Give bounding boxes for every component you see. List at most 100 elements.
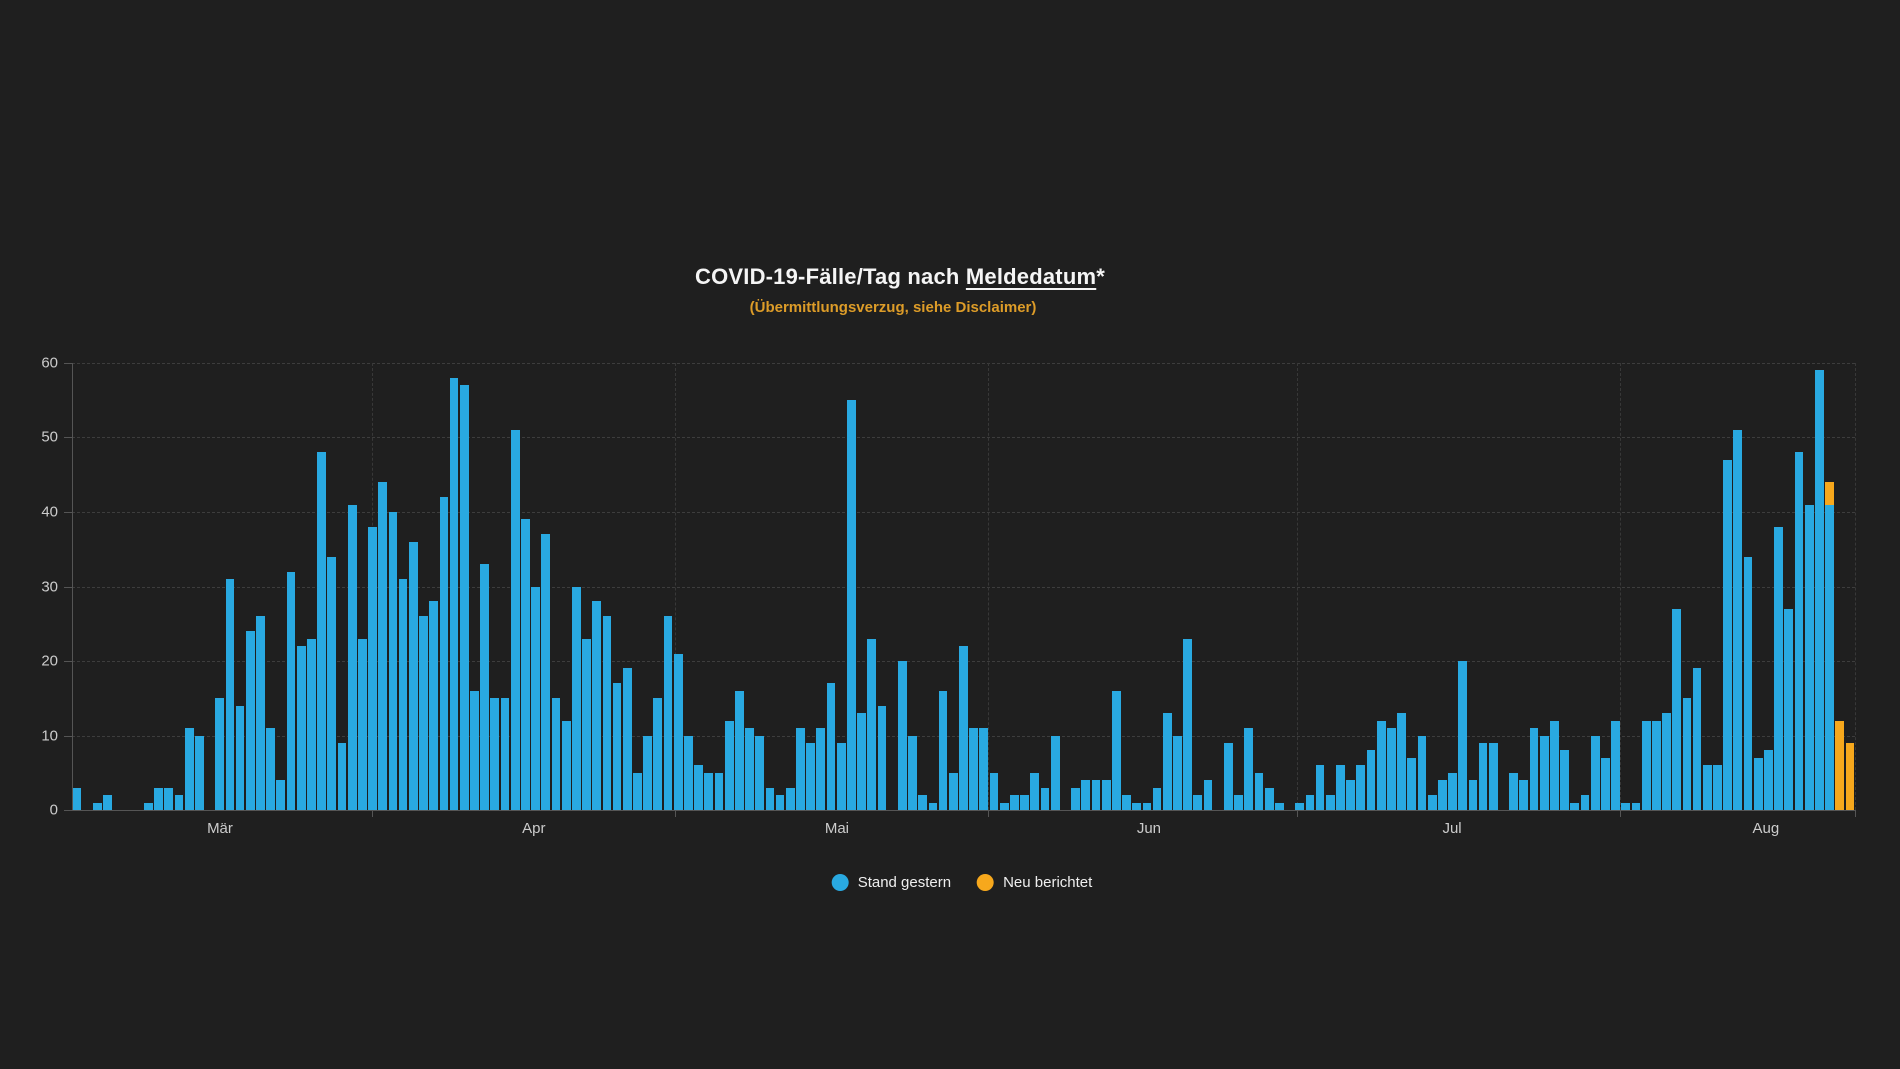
bar-stand-gestern[interactable] xyxy=(1224,742,1233,810)
bar-stand-gestern[interactable] xyxy=(93,802,102,810)
bar-stand-gestern[interactable] xyxy=(928,802,938,810)
bar-stand-gestern[interactable] xyxy=(337,742,347,810)
bar-stand-gestern[interactable] xyxy=(1662,713,1671,810)
bar-stand-gestern[interactable] xyxy=(245,631,255,810)
bar-stand-gestern[interactable] xyxy=(633,772,642,810)
bar-stand-gestern[interactable] xyxy=(378,482,388,810)
bar-stand-gestern[interactable] xyxy=(1244,728,1254,810)
bar-stand-gestern[interactable] xyxy=(582,638,591,810)
bar-stand-gestern[interactable] xyxy=(72,787,82,810)
bar-stand-gestern[interactable] xyxy=(1040,787,1050,810)
bar-stand-gestern[interactable] xyxy=(490,698,500,810)
bar-stand-gestern[interactable] xyxy=(959,646,968,810)
bar-stand-gestern[interactable] xyxy=(684,735,693,810)
bar-stand-gestern[interactable] xyxy=(612,683,622,810)
bar-stand-gestern[interactable] xyxy=(1437,780,1447,810)
bar-stand-gestern[interactable] xyxy=(296,646,306,810)
bar-stand-gestern[interactable] xyxy=(857,713,866,810)
bar-stand-gestern[interactable] xyxy=(663,616,673,810)
bar-neu-berichtet[interactable] xyxy=(1835,720,1845,810)
bar-stand-gestern[interactable] xyxy=(1132,802,1142,810)
bar-stand-gestern[interactable] xyxy=(653,698,663,810)
bar-stand-gestern[interactable] xyxy=(1672,608,1682,810)
bar-stand-gestern[interactable] xyxy=(796,728,805,810)
bar-stand-gestern[interactable] xyxy=(561,720,571,810)
bar-stand-gestern[interactable] xyxy=(1488,742,1498,810)
bar-stand-gestern[interactable] xyxy=(1417,735,1427,810)
bar-stand-gestern[interactable] xyxy=(419,616,428,810)
bar-stand-gestern[interactable] xyxy=(1682,698,1692,810)
bar-stand-gestern[interactable] xyxy=(734,690,744,810)
bar-stand-gestern[interactable] xyxy=(1794,452,1804,810)
bar-stand-gestern[interactable] xyxy=(1050,735,1060,810)
bar-stand-gestern[interactable] xyxy=(408,541,418,810)
bar-stand-gestern[interactable] xyxy=(765,787,775,810)
bar-stand-gestern[interactable] xyxy=(775,795,785,810)
bar-stand-gestern[interactable] xyxy=(480,564,489,810)
bar-stand-gestern[interactable] xyxy=(1560,750,1569,810)
bar-stand-gestern[interactable] xyxy=(429,601,439,810)
bar-stand-gestern[interactable] xyxy=(266,728,276,810)
bar-stand-gestern[interactable] xyxy=(1478,742,1488,810)
bar-stand-gestern[interactable] xyxy=(327,556,337,810)
bar-stand-gestern[interactable] xyxy=(1030,772,1040,810)
bar-stand-gestern[interactable] xyxy=(785,787,795,810)
bar-stand-gestern[interactable] xyxy=(1315,765,1325,810)
bar-stand-gestern[interactable] xyxy=(1366,750,1376,810)
bar-stand-gestern[interactable] xyxy=(1539,735,1549,810)
bar-stand-gestern[interactable] xyxy=(276,780,286,810)
bar-stand-gestern[interactable] xyxy=(938,690,948,810)
bar-stand-gestern[interactable] xyxy=(1142,802,1152,810)
bar-stand-gestern[interactable] xyxy=(816,728,826,810)
bar-stand-gestern[interactable] xyxy=(317,452,326,810)
bar-stand-gestern[interactable] xyxy=(1692,668,1702,810)
bar-stand-gestern[interactable] xyxy=(673,653,683,810)
bar-stand-gestern[interactable] xyxy=(521,519,530,810)
bar-stand-gestern[interactable] xyxy=(531,586,540,810)
bar-stand-gestern[interactable] xyxy=(1387,728,1396,810)
bar-stand-gestern[interactable] xyxy=(1091,780,1101,810)
bar-stand-gestern[interactable] xyxy=(1274,802,1284,810)
bar-stand-gestern[interactable] xyxy=(1814,370,1824,810)
bar-stand-gestern[interactable] xyxy=(1336,765,1345,810)
bar-stand-gestern[interactable] xyxy=(1111,690,1121,810)
bar-stand-gestern[interactable] xyxy=(836,742,846,810)
bar-stand-gestern[interactable] xyxy=(694,765,703,810)
bar-stand-gestern[interactable] xyxy=(1825,504,1834,810)
bar-stand-gestern[interactable] xyxy=(1529,728,1539,810)
bar-stand-gestern[interactable] xyxy=(602,616,612,810)
bar-stand-gestern[interactable] xyxy=(1193,795,1203,810)
bar-stand-gestern[interactable] xyxy=(592,601,602,810)
bar-stand-gestern[interactable] xyxy=(1264,787,1274,810)
bar-stand-gestern[interactable] xyxy=(256,616,265,810)
bar-stand-gestern[interactable] xyxy=(1600,757,1610,810)
bar-stand-gestern[interactable] xyxy=(1325,795,1335,810)
bar-stand-gestern[interactable] xyxy=(1733,430,1743,810)
bar-stand-gestern[interactable] xyxy=(1764,750,1773,810)
bar-stand-gestern[interactable] xyxy=(1305,795,1315,810)
bar-stand-gestern[interactable] xyxy=(1203,780,1213,810)
bar-stand-gestern[interactable] xyxy=(1774,526,1783,810)
bar-stand-gestern[interactable] xyxy=(357,638,367,810)
bar-stand-gestern[interactable] xyxy=(1295,802,1305,810)
bar-stand-gestern[interactable] xyxy=(745,728,754,810)
bar-stand-gestern[interactable] xyxy=(989,772,999,810)
bar-stand-gestern[interactable] xyxy=(307,638,316,810)
bar-stand-gestern[interactable] xyxy=(1020,795,1029,810)
bar-stand-gestern[interactable] xyxy=(1468,780,1478,810)
bar-stand-gestern[interactable] xyxy=(1743,556,1753,810)
bar-stand-gestern[interactable] xyxy=(1122,795,1131,810)
bar-neu-berichtet[interactable] xyxy=(1845,742,1855,810)
bar-stand-gestern[interactable] xyxy=(1254,772,1264,810)
bar-stand-gestern[interactable] xyxy=(1519,780,1529,810)
bar-stand-gestern[interactable] xyxy=(826,683,836,810)
bar-stand-gestern[interactable] xyxy=(388,512,398,810)
legend-item-stand-gestern[interactable]: Stand gestern xyxy=(831,874,951,891)
bar-stand-gestern[interactable] xyxy=(755,735,765,810)
bar-stand-gestern[interactable] xyxy=(286,571,296,810)
bar-stand-gestern[interactable] xyxy=(847,400,856,810)
bar-stand-gestern[interactable] xyxy=(867,638,877,810)
bar-stand-gestern[interactable] xyxy=(184,728,194,810)
bar-stand-gestern[interactable] xyxy=(948,772,958,810)
bar-stand-gestern[interactable] xyxy=(235,705,245,810)
